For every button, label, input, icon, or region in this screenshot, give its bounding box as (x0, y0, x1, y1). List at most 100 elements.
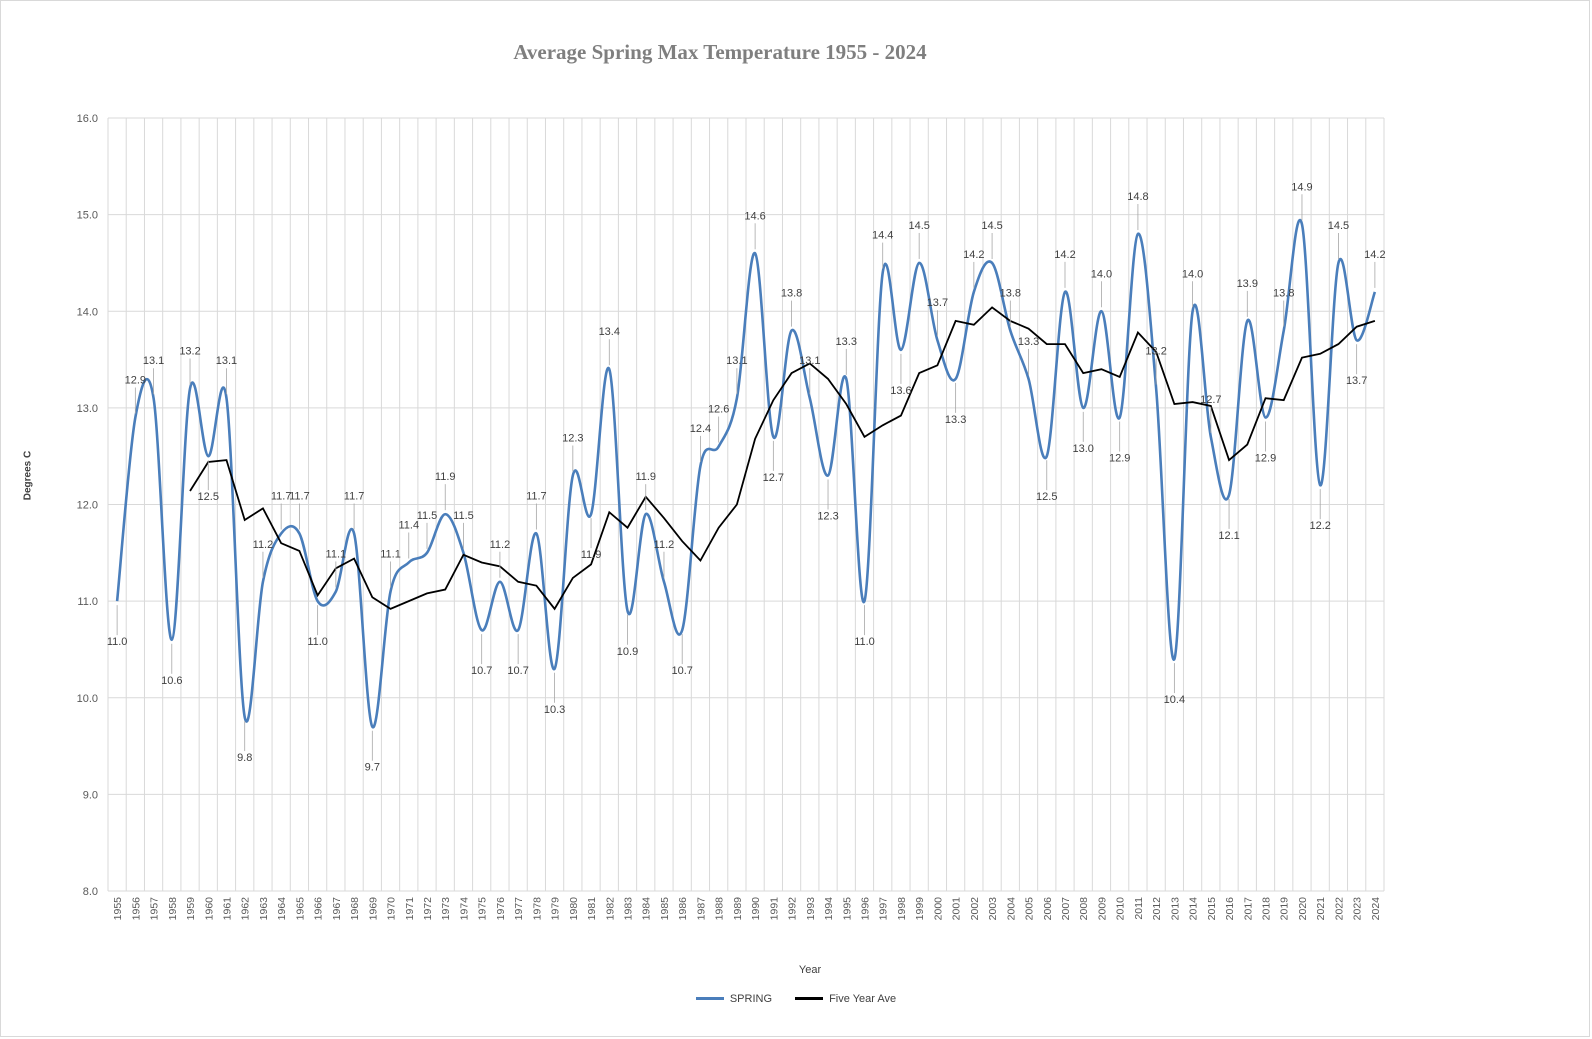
data-labels: 11.0 12.9 13.1 10.6 13.2 12.5 13.1 9.8 11.2 11.7 1… (107, 181, 1386, 773)
series-line-five-year-ave (189, 306, 1376, 611)
x-tick-label: 1966 (313, 897, 325, 921)
data-label: 14.9 (1291, 181, 1312, 193)
data-label: 11.0 (854, 636, 875, 648)
x-tick-label: 1984 (641, 897, 653, 921)
x-tick-label: 2010 (1115, 897, 1127, 921)
data-label: 11.4 (398, 519, 419, 531)
x-tick-label: 1969 (367, 897, 379, 921)
x-tick-label: 2014 (1188, 897, 1200, 921)
x-tick-label: 1975 (477, 897, 489, 921)
data-label: 11.7 (289, 490, 310, 502)
data-label: 14.5 (908, 220, 929, 232)
x-tick-label: 2024 (1370, 897, 1382, 921)
data-label: 13.0 (1073, 443, 1094, 455)
x-tick-label: 1963 (258, 897, 270, 921)
data-label: 11.9 (635, 471, 656, 483)
x-tick-label: 1992 (787, 897, 799, 921)
x-tick-label: 1998 (896, 897, 908, 921)
x-tick-label: 1980 (568, 897, 580, 921)
data-label: 9.8 (237, 752, 252, 764)
data-label: 13.2 (179, 346, 200, 358)
x-tick-label: 2019 (1279, 897, 1291, 921)
x-tick-label: 1977 (513, 897, 525, 921)
data-label: 12.9 (1109, 453, 1130, 465)
data-label: 11.1 (326, 548, 347, 560)
data-label: 10.4 (1164, 694, 1185, 706)
x-tick-label: 1997 (878, 897, 890, 921)
x-tick-label: 1961 (221, 897, 233, 921)
data-label: 12.5 (1036, 491, 1057, 503)
data-label: 12.3 (817, 511, 838, 523)
x-tick-label: 1959 (185, 897, 197, 921)
x-tick-label: 2012 (1151, 897, 1163, 921)
legend-item-five-year-ave: Five Year Ave (795, 993, 896, 1005)
x-tick-label: 2001 (951, 897, 963, 921)
data-label: 14.5 (981, 220, 1002, 232)
data-label: 11.2 (253, 539, 274, 551)
x-tick-label: 1960 (203, 897, 215, 921)
y-tick-label: 11.0 (77, 596, 98, 608)
x-tick-label: 2008 (1078, 897, 1090, 921)
x-tick-label: 1988 (714, 897, 726, 921)
y-tick-label: 12.0 (77, 500, 98, 512)
data-label: 13.3 (945, 414, 966, 426)
x-tick-label: 1999 (914, 897, 926, 921)
data-label: 12.3 (562, 433, 583, 445)
y-tick-label: 9.0 (83, 789, 98, 801)
data-label: 14.2 (963, 249, 984, 261)
data-label: 12.2 (1309, 520, 1330, 532)
x-tick-label: 2023 (1352, 897, 1364, 921)
legend-swatch-five-year-ave (795, 997, 824, 1000)
x-tick-label: 1973 (440, 897, 452, 921)
x-tick-label: 2007 (1060, 897, 1072, 921)
y-tick-labels: 8.0 9.0 10.0 11.0 12.0 13.0 14.0 15.0 16.0 (77, 113, 98, 898)
data-label: 11.5 (417, 510, 438, 522)
x-tick-label: 2009 (1096, 897, 1108, 921)
x-tick-label: 1962 (240, 897, 252, 921)
x-tick-label: 1996 (859, 897, 871, 921)
legend: SPRING Five Year Ave (0, 991, 1592, 1005)
x-tick-label: 1978 (531, 897, 543, 921)
x-tick-label: 2021 (1315, 897, 1327, 921)
data-label: 10.7 (471, 665, 492, 677)
legend-label-spring: SPRING (729, 992, 773, 1005)
data-label: 12.7 (1200, 394, 1221, 406)
data-label: 13.8 (781, 288, 802, 300)
x-tick-label: 1985 (659, 897, 671, 921)
data-label: 13.4 (599, 326, 620, 338)
x-tick-label: 1956 (130, 897, 142, 921)
data-label: 10.7 (671, 665, 692, 677)
data-label: 11.9 (435, 471, 456, 483)
x-tick-label: 1995 (841, 897, 853, 921)
x-tick-label: 1994 (823, 897, 835, 921)
x-tick-label: 1989 (732, 897, 744, 921)
data-label: 10.9 (617, 646, 638, 658)
data-label: 12.5 (198, 491, 219, 503)
data-label: 12.6 (708, 404, 729, 416)
data-label: 14.4 (872, 230, 893, 242)
data-label: 10.6 (161, 675, 182, 687)
data-label: 11.7 (526, 490, 547, 502)
data-label: 14.2 (1364, 249, 1385, 261)
data-label: 13.6 (890, 385, 911, 397)
x-tick-label: 1958 (167, 897, 179, 921)
x-tick-label: 1965 (294, 897, 306, 921)
data-label: 14.0 (1182, 268, 1203, 280)
chart-title: Average Spring Max Temperature 1955 - 20… (513, 40, 927, 64)
data-label: 13.1 (726, 355, 747, 367)
legend-swatch-spring (695, 997, 724, 1000)
x-tick-label: 1979 (550, 897, 562, 921)
y-tick-label: 14.0 (77, 306, 98, 318)
y-tick-label: 16.0 (77, 113, 98, 125)
y-tick-label: 13.0 (77, 403, 98, 415)
x-tick-label: 1981 (586, 897, 598, 921)
x-tick-label: 2016 (1224, 897, 1236, 921)
x-tick-label: 1986 (677, 897, 689, 921)
data-label: 13.7 (1346, 375, 1367, 387)
x-tick-label: 1974 (458, 897, 470, 921)
x-tick-label: 1957 (149, 897, 161, 921)
data-label: 13.1 (143, 355, 164, 367)
x-tick-label: 2000 (932, 897, 944, 921)
y-tick-label: 8.0 (83, 886, 98, 898)
